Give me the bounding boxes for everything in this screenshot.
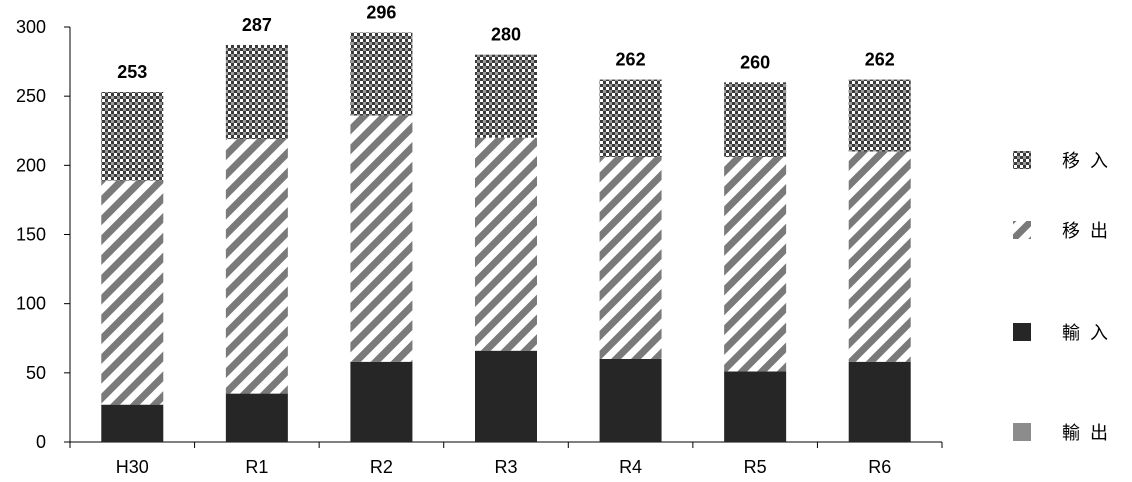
legend-label: 輸出 xyxy=(1062,423,1118,444)
total-data-label: 262 xyxy=(865,50,895,70)
y-tick-label: 150 xyxy=(16,225,46,245)
bar-segment xyxy=(475,350,537,442)
legend-swatch xyxy=(1013,221,1031,239)
x-tick-label: H30 xyxy=(116,457,149,477)
bar-segment xyxy=(350,115,413,362)
bar-segment xyxy=(225,139,288,394)
x-tick-label: R4 xyxy=(619,457,642,477)
total-data-label: 280 xyxy=(491,25,521,45)
bar-segment xyxy=(350,32,413,116)
bar-segment xyxy=(475,137,537,351)
y-tick-label: 250 xyxy=(16,86,46,106)
bar-segment xyxy=(848,151,911,362)
x-tick-label: R2 xyxy=(370,457,393,477)
y-tick-label: 200 xyxy=(16,155,46,175)
legend-swatch xyxy=(1013,151,1031,169)
y-tick-label: 100 xyxy=(16,294,46,314)
bar-segment xyxy=(225,44,288,140)
y-tick-label: 300 xyxy=(16,17,46,37)
bar-segment xyxy=(599,157,662,359)
total-data-label: 253 xyxy=(117,62,147,82)
legend-label: 移出 xyxy=(1062,221,1118,242)
y-tick-label: 50 xyxy=(26,363,46,383)
bars xyxy=(101,32,911,442)
y-tick-label: 0 xyxy=(36,432,46,452)
legend-swatch xyxy=(1013,423,1031,441)
bar-segment xyxy=(848,79,911,152)
bar-segment xyxy=(724,82,787,158)
bar-segment xyxy=(101,92,164,181)
bar-segment xyxy=(599,359,662,442)
bar-segment xyxy=(724,157,787,372)
axes: 0 50 100 150 200 250 300 xyxy=(16,17,943,452)
legend-label: 移入 xyxy=(1062,151,1118,172)
bar-segment xyxy=(724,371,787,442)
x-tick-label: R1 xyxy=(245,457,268,477)
bar-segment xyxy=(101,404,164,442)
x-tick-label: R3 xyxy=(494,457,517,477)
labels: H30 253 R1 287 R2 296 R3 280 R4 262 R5 260 R6 262 xyxy=(116,3,895,477)
bar-segment xyxy=(350,361,413,442)
bar-segment xyxy=(848,361,911,442)
x-tick-label: R6 xyxy=(868,457,891,477)
total-data-label: 296 xyxy=(366,3,396,23)
legend-label: 輸入 xyxy=(1062,323,1118,344)
legend-swatch xyxy=(1013,323,1031,341)
bar-segment xyxy=(101,180,164,405)
total-data-label: 287 xyxy=(242,15,272,35)
total-data-label: 260 xyxy=(740,52,770,72)
x-tick-label: R5 xyxy=(744,457,767,477)
bar-segment xyxy=(475,54,537,138)
bar-segment xyxy=(599,79,662,158)
bar-segment xyxy=(225,393,288,442)
total-data-label: 262 xyxy=(616,50,646,70)
